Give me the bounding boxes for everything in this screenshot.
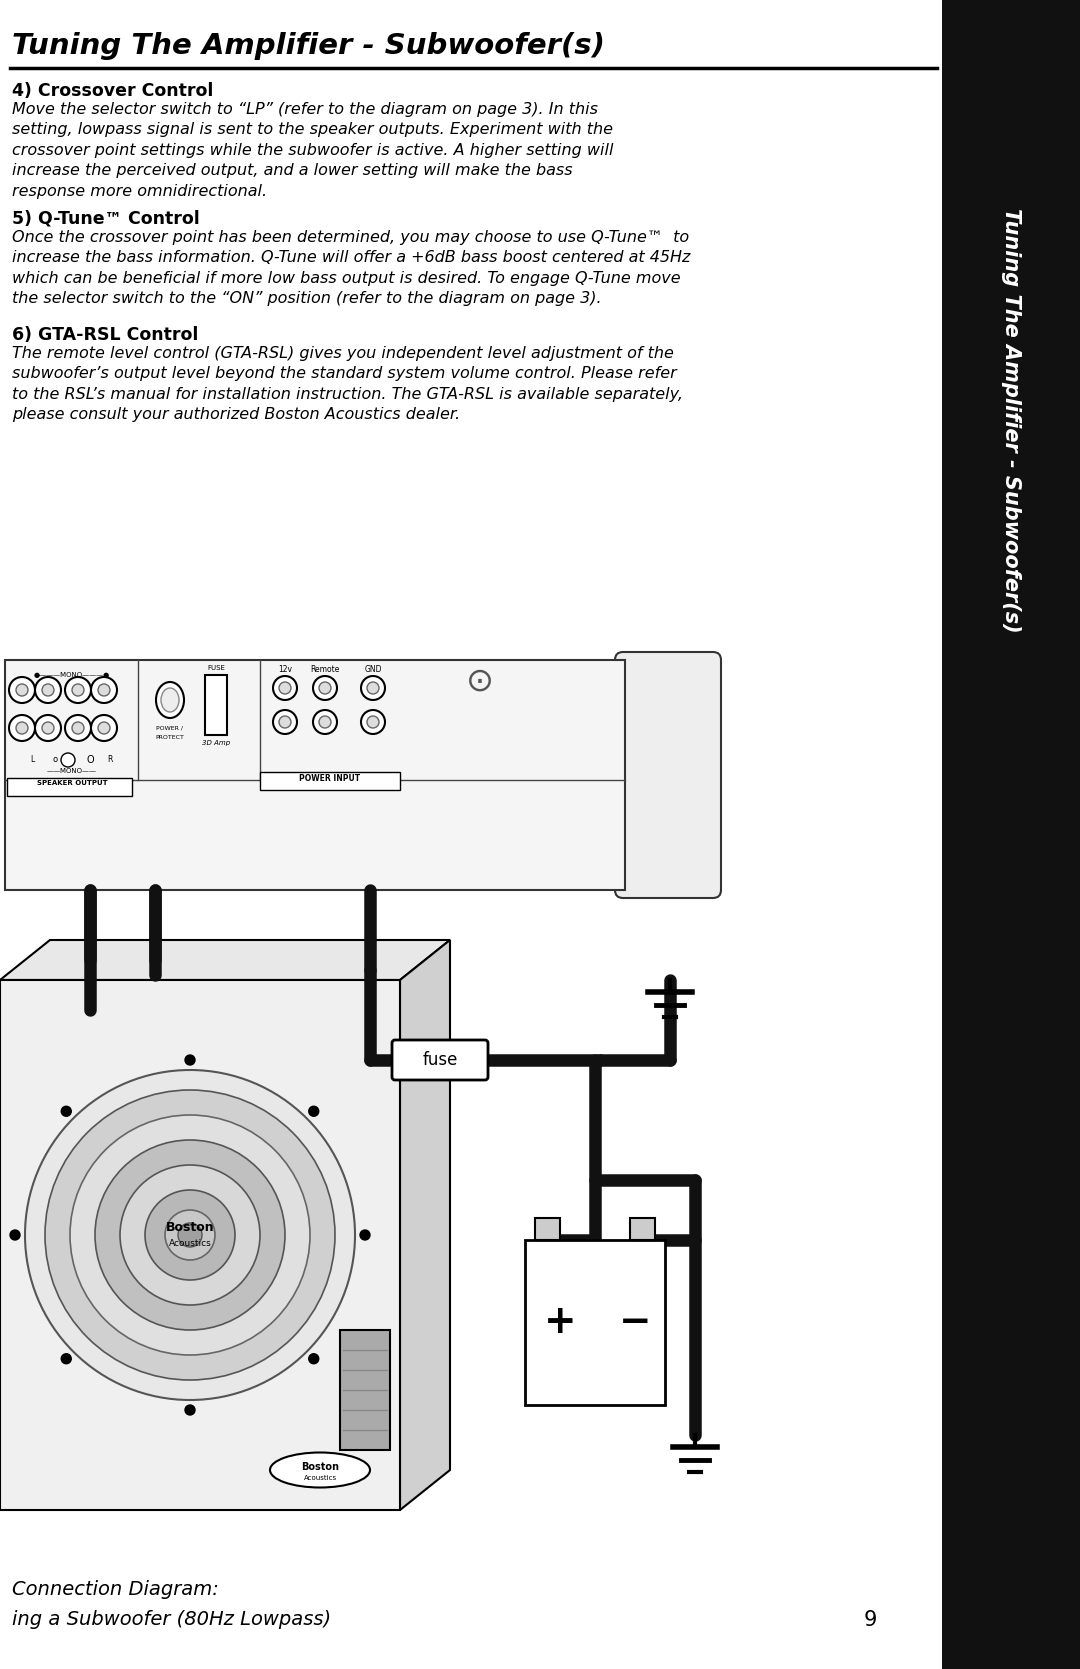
FancyBboxPatch shape [615,653,721,898]
Circle shape [10,1230,21,1240]
Text: O: O [86,754,94,764]
Circle shape [65,714,91,741]
Circle shape [72,723,84,734]
Circle shape [313,676,337,699]
Text: ⊙: ⊙ [465,664,494,698]
Circle shape [361,676,384,699]
Circle shape [145,1190,235,1280]
Circle shape [98,684,110,696]
Circle shape [60,753,75,768]
Circle shape [178,1223,202,1247]
Ellipse shape [156,683,184,718]
Circle shape [42,723,54,734]
Text: +: + [543,1303,577,1340]
Circle shape [42,684,54,696]
Bar [535,1218,561,1240]
Text: Move the selector switch to “LP” (refer to the diagram on page 3). In this
setti: Move the selector switch to “LP” (refer … [12,102,613,199]
Circle shape [95,1140,285,1330]
Text: fuse: fuse [422,1051,458,1070]
Circle shape [361,709,384,734]
Circle shape [16,684,28,696]
Circle shape [9,714,35,741]
Text: o  L: o L [24,683,37,688]
Text: 9: 9 [863,1611,877,1631]
Bar [6,778,132,796]
Bar [205,674,227,734]
Text: Boston: Boston [165,1220,214,1233]
Text: Once the crossover point has been determined, you may choose to use Q-Tune™  to
: Once the crossover point has been determ… [12,230,690,305]
Circle shape [185,1405,195,1415]
Circle shape [165,1210,215,1260]
Text: PROTECT: PROTECT [156,734,185,739]
Circle shape [273,709,297,734]
Circle shape [91,714,117,741]
Text: Tuning The Amplifier - Subwoofer(s): Tuning The Amplifier - Subwoofer(s) [12,32,605,60]
Text: Remote: Remote [310,664,340,674]
FancyBboxPatch shape [392,1040,488,1080]
Text: o: o [53,754,57,764]
Text: 12v: 12v [278,664,292,674]
Circle shape [62,1354,71,1364]
Text: ing a Subwoofer (80Hz Lowpass): ing a Subwoofer (80Hz Lowpass) [12,1611,332,1629]
Text: FUSE: FUSE [207,664,225,671]
Bar [260,773,400,789]
Text: L: L [30,754,35,764]
Circle shape [35,714,60,741]
Circle shape [360,1230,370,1240]
Text: ——MONO——: ——MONO—— [48,768,97,774]
Circle shape [45,1090,335,1380]
Text: SPEAKER OUTPUT: SPEAKER OUTPUT [37,779,107,786]
Circle shape [273,676,297,699]
Text: Boston: Boston [301,1462,339,1472]
Ellipse shape [161,688,179,713]
Text: ●———MONO———●: ●———MONO———● [33,673,110,678]
Text: GND: GND [364,664,381,674]
Circle shape [313,709,337,734]
Circle shape [91,678,117,703]
Polygon shape [400,940,450,1510]
Text: POWER /: POWER / [157,724,184,729]
Text: Tuning The Amplifier - Subwoofer(s): Tuning The Amplifier - Subwoofer(s) [1001,207,1021,633]
Circle shape [35,678,60,703]
Circle shape [62,1107,71,1117]
Text: The remote level control (GTA-RSL) gives you independent level adjustment of the: The remote level control (GTA-RSL) gives… [12,345,683,422]
Text: Acoustics: Acoustics [168,1238,212,1247]
Text: R  o: R o [104,683,117,688]
Text: Acoustics: Acoustics [303,1475,337,1480]
Text: 6) GTA-RSL Control: 6) GTA-RSL Control [12,325,199,344]
Circle shape [120,1165,260,1305]
Circle shape [185,1055,195,1065]
Circle shape [16,723,28,734]
Circle shape [70,1115,310,1355]
Text: 4) Crossover Control: 4) Crossover Control [12,82,214,100]
Circle shape [367,716,379,728]
Circle shape [309,1107,319,1117]
Text: POWER INPUT: POWER INPUT [299,774,361,783]
Circle shape [279,716,291,728]
Circle shape [25,1070,355,1400]
Text: Connection Diagram:: Connection Diagram: [12,1581,219,1599]
Text: 5) Q-Tune™ Control: 5) Q-Tune™ Control [12,210,200,229]
Circle shape [65,678,91,703]
Circle shape [309,1354,319,1364]
Text: 3D Amp: 3D Amp [202,739,230,746]
Circle shape [72,684,84,696]
Circle shape [9,678,35,703]
Circle shape [98,723,110,734]
Bar [340,1330,390,1450]
Bar [0,980,400,1510]
Ellipse shape [270,1452,370,1487]
Polygon shape [0,940,450,980]
Bar [630,1218,654,1240]
Bar [942,0,1080,1669]
Text: o: o [69,683,75,691]
Circle shape [319,683,330,694]
Circle shape [367,683,379,694]
Text: −: − [619,1303,651,1340]
Bar [5,659,625,890]
Circle shape [279,683,291,694]
Text: R: R [107,754,112,764]
Circle shape [319,716,330,728]
Bar [525,1240,665,1405]
